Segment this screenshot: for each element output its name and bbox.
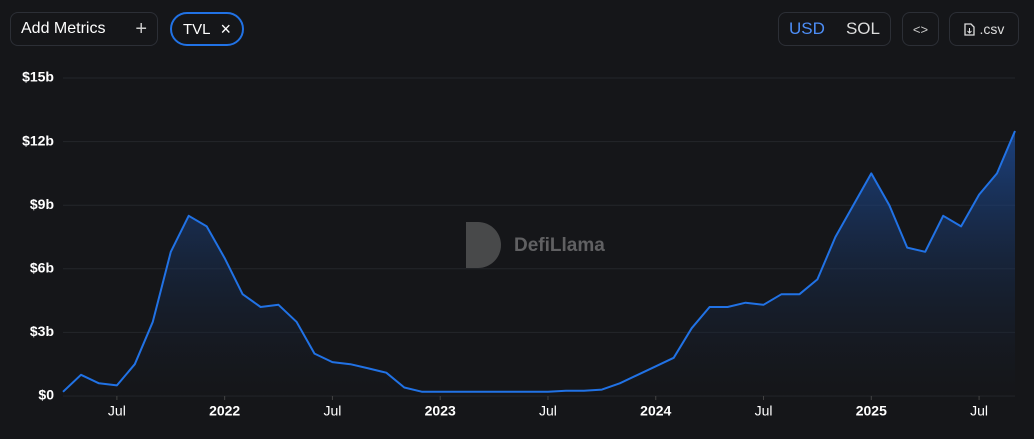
y-tick-label: $0	[38, 387, 54, 403]
metric-label: TVL	[183, 20, 211, 38]
currency-option[interactable]: SOL	[845, 19, 880, 38]
add-icon: +	[135, 17, 147, 40]
metric-chip[interactable]: TVL ×	[170, 12, 244, 46]
x-tick-label: Jul	[539, 403, 557, 419]
embed-button[interactable]: <>	[902, 12, 939, 46]
add-metrics-button[interactable]: Add Metrics +	[10, 12, 158, 46]
y-tick-label: $15b	[22, 69, 54, 85]
x-tick-label: Jul	[755, 403, 773, 419]
remove-icon[interactable]: ×	[220, 18, 231, 39]
x-tick-label: 2023	[425, 403, 456, 419]
area	[63, 131, 1015, 396]
x-tick-label: Jul	[970, 403, 988, 419]
download-icon	[963, 22, 975, 36]
x-tick-label: Jul	[323, 403, 341, 419]
currency-option[interactable]: USD	[789, 19, 825, 38]
x-tick-label: Jul	[108, 403, 126, 419]
y-tick-label: $3b	[30, 323, 54, 339]
embed-icon: <>	[912, 21, 929, 37]
x-tick-label: 2024	[640, 403, 671, 419]
watermark: DefiLlama	[466, 222, 605, 268]
y-tick-label: $9b	[30, 196, 54, 212]
watermark-text: DefiLlama	[514, 235, 605, 256]
y-tick-label: $6b	[30, 260, 54, 276]
x-tick-label: 2025	[856, 403, 887, 419]
csv-button[interactable]: .csv	[949, 12, 1019, 46]
add-metrics-label: Add Metrics	[21, 20, 106, 37]
csv-label: .csv	[979, 21, 1005, 37]
y-tick-label: $12b	[22, 132, 54, 148]
currency-toggle: USD SOL	[778, 12, 891, 46]
line	[62, 130, 1016, 393]
x-tick-label: 2022	[209, 403, 240, 419]
